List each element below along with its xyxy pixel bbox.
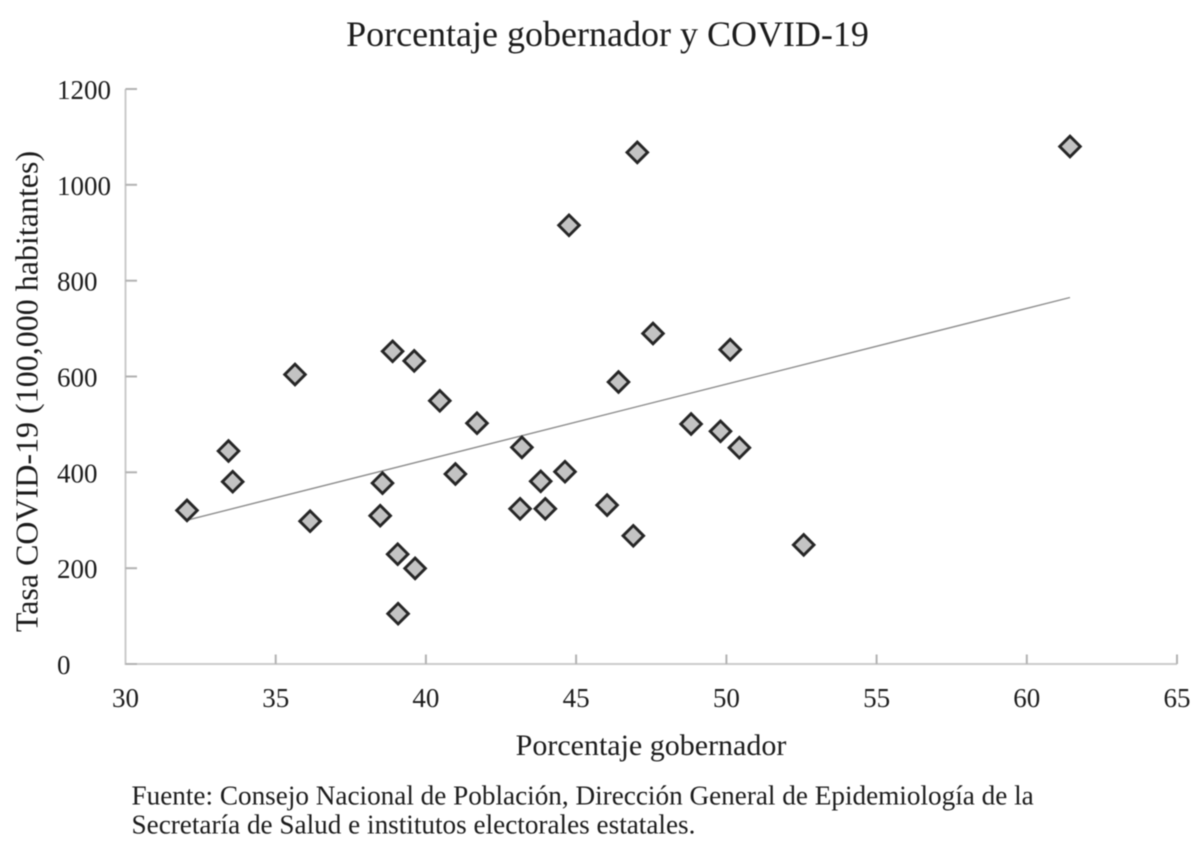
svg-text:30: 30 bbox=[112, 683, 139, 713]
svg-text:Tasa COVID-19 (100,000 habitan: Tasa COVID-19 (100,000 habitantes) bbox=[9, 151, 45, 632]
svg-text:Porcentaje gobernador: Porcentaje gobernador bbox=[516, 729, 787, 762]
svg-text:400: 400 bbox=[57, 458, 98, 488]
svg-text:Fuente: Consejo Nacional de Po: Fuente: Consejo Nacional de Población, D… bbox=[132, 781, 1034, 811]
svg-text:0: 0 bbox=[57, 650, 71, 680]
svg-text:Secretaría de Salud e institut: Secretaría de Salud e institutos elector… bbox=[132, 810, 696, 840]
svg-text:600: 600 bbox=[57, 363, 98, 393]
svg-text:35: 35 bbox=[262, 683, 289, 713]
svg-text:65: 65 bbox=[1164, 683, 1191, 713]
svg-text:Porcentaje gobernador y COVID-: Porcentaje gobernador y COVID-19 bbox=[346, 14, 869, 54]
svg-text:55: 55 bbox=[863, 683, 890, 713]
svg-text:1000: 1000 bbox=[57, 171, 111, 201]
svg-text:45: 45 bbox=[563, 683, 590, 713]
svg-text:50: 50 bbox=[713, 683, 740, 713]
svg-text:40: 40 bbox=[412, 683, 439, 713]
svg-text:800: 800 bbox=[57, 267, 98, 297]
svg-text:60: 60 bbox=[1013, 683, 1040, 713]
svg-text:1200: 1200 bbox=[57, 75, 111, 105]
svg-text:200: 200 bbox=[57, 554, 98, 584]
